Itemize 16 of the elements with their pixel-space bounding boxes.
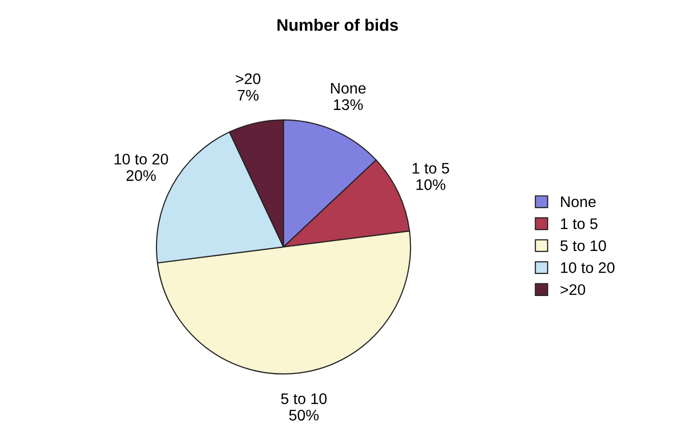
- slice-label: 1 to 5: [412, 162, 450, 174]
- data-label: 20%: [126, 170, 156, 181]
- slice-label: >20: [236, 73, 260, 84]
- data-label: 13%: [334, 99, 363, 110]
- chart-title: Number of bids: [278, 18, 398, 31]
- data-label: 7%: [238, 90, 259, 101]
- legend-label: None: [561, 196, 596, 208]
- slice-label: 10 to 20: [114, 154, 168, 165]
- data-label: 10%: [416, 179, 446, 190]
- slice-label: None: [331, 82, 366, 94]
- slice-label: 5 to 10: [281, 393, 327, 404]
- legend-label: 10 to 20: [561, 262, 614, 274]
- legend-label: 1 to 5: [561, 218, 598, 230]
- data-label: 50%: [289, 410, 319, 421]
- legend-label: >20: [560, 284, 586, 296]
- legend-label: 5 to 10: [560, 240, 606, 252]
